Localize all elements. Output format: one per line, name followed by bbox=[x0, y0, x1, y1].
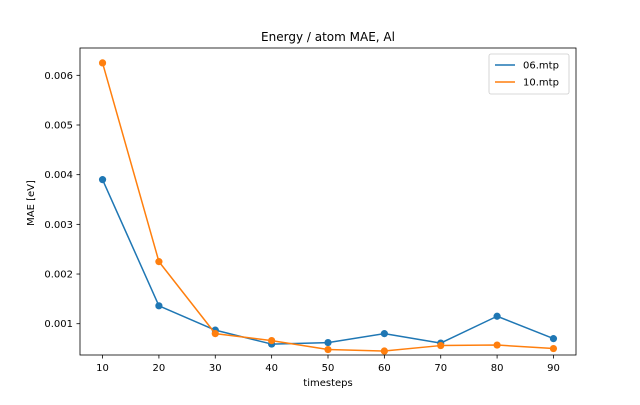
x-tick-label: 40 bbox=[265, 363, 278, 374]
data-point bbox=[324, 338, 332, 347]
y-tick-label: 0.006 bbox=[44, 71, 73, 82]
y-tick-label: 0.002 bbox=[44, 270, 73, 281]
x-axis-label: timesteps bbox=[303, 378, 352, 389]
data-point bbox=[268, 336, 276, 345]
data-point bbox=[437, 341, 445, 350]
x-tick-label: 20 bbox=[153, 363, 166, 374]
data-point bbox=[324, 345, 332, 354]
x-tick-label: 30 bbox=[209, 363, 222, 374]
y-tick-label: 0.004 bbox=[44, 170, 73, 181]
y-tick-label: 0.001 bbox=[44, 319, 73, 330]
y-tick-label: 0.005 bbox=[44, 120, 73, 131]
x-tick-label: 60 bbox=[378, 363, 391, 374]
x-tick-label: 70 bbox=[434, 363, 447, 374]
x-tick-label: 80 bbox=[491, 363, 504, 374]
legend-item: 10.mtp bbox=[495, 78, 559, 89]
chart-title: Energy / atom MAE, Al bbox=[261, 30, 395, 44]
data-point bbox=[155, 258, 163, 266]
data-point bbox=[98, 176, 107, 184]
legend: 06.mtp 10.mtp bbox=[488, 53, 570, 95]
data-point bbox=[493, 312, 501, 320]
x-tick-label: 90 bbox=[547, 363, 560, 374]
plot-area: 10 20 30 40 50 60 70 80 90 0.001 0.002 0.003 0.004 0.… bbox=[44, 47, 577, 374]
legend-label: 10.mtp bbox=[523, 78, 559, 89]
data-point bbox=[549, 344, 558, 353]
legend-box bbox=[488, 53, 570, 95]
x-tick-label: 50 bbox=[322, 363, 335, 374]
data-point bbox=[493, 341, 501, 349]
data-point bbox=[380, 330, 388, 338]
y-tick-label: 0.003 bbox=[44, 220, 73, 231]
data-point bbox=[98, 59, 107, 67]
data-point bbox=[211, 330, 219, 338]
y-axis-label: MAE [eV] bbox=[26, 180, 37, 226]
data-point bbox=[380, 347, 388, 355]
data-point bbox=[549, 335, 558, 343]
x-tick-label: 10 bbox=[96, 363, 109, 374]
series-1 bbox=[98, 59, 558, 355]
data-point bbox=[155, 302, 163, 310]
legend-item: 06.mtp bbox=[495, 61, 559, 72]
legend-label: 06.mtp bbox=[523, 61, 559, 72]
